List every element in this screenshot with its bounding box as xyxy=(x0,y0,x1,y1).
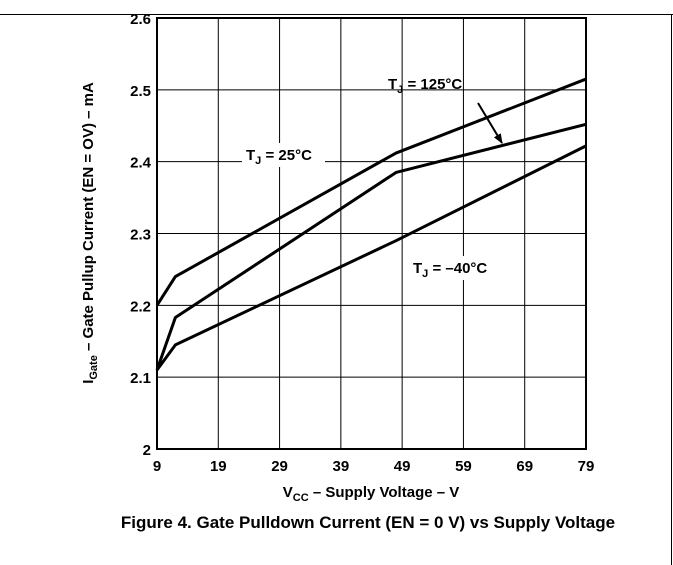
y-tick-label: 2.3 xyxy=(130,227,151,244)
series-label-0: TJ = 125°C xyxy=(388,76,462,96)
x-tick-label: 59 xyxy=(455,458,472,475)
tick-labels: 9 19 29 39 49 59 69 79 2 2.1 2.2 2.3 2.4 2.5 2.6 xyxy=(130,11,594,475)
y-axis-label: IGate – Gate Pullup Current (EN = OV) – … xyxy=(80,82,100,384)
x-tick-label: 69 xyxy=(516,458,533,475)
annotation-arrow-125c xyxy=(477,102,503,144)
figure-caption: Figure 4. Gate Pulldown Current (EN = 0 … xyxy=(120,513,616,532)
series-label-background xyxy=(409,256,501,280)
series-line-0 xyxy=(155,77,587,307)
x-tick-label: 49 xyxy=(394,458,411,475)
y-tick-label: 2.6 xyxy=(130,11,151,28)
x-tick-label: 29 xyxy=(271,458,288,475)
plot-area-frame xyxy=(156,17,587,450)
grid-lines xyxy=(156,17,587,450)
series-line-2 xyxy=(155,144,587,371)
y-tick-label: 2.5 xyxy=(130,83,151,100)
series-line-1 xyxy=(155,122,587,371)
series-labels: TJ = 125°C TJ = 25°C TJ = –40°C xyxy=(242,76,501,280)
series-label-1: TJ = 25°C xyxy=(246,147,312,167)
page-frame-top-rule xyxy=(0,14,673,15)
x-tick-label: 79 xyxy=(578,458,595,475)
series-label-2: TJ = –40°C xyxy=(413,260,487,280)
x-axis-label: VCC – Supply Voltage – V xyxy=(283,484,460,504)
series-lines xyxy=(155,77,587,371)
gate-current-chart: 9 19 29 39 49 59 69 79 2 2.1 2.2 2.3 2.4 2.5 2.6 TJ = … xyxy=(80,11,594,504)
series-label-background xyxy=(242,143,325,167)
x-tick-label: 19 xyxy=(210,458,227,475)
x-tick-label: 9 xyxy=(153,458,161,475)
y-tick-label: 2.1 xyxy=(130,370,151,387)
y-tick-label: 2.2 xyxy=(130,298,151,315)
y-tick-label: 2 xyxy=(143,442,151,459)
page-frame-right-rule xyxy=(671,14,672,565)
y-tick-label: 2.4 xyxy=(130,155,152,172)
x-tick-label: 39 xyxy=(333,458,350,475)
